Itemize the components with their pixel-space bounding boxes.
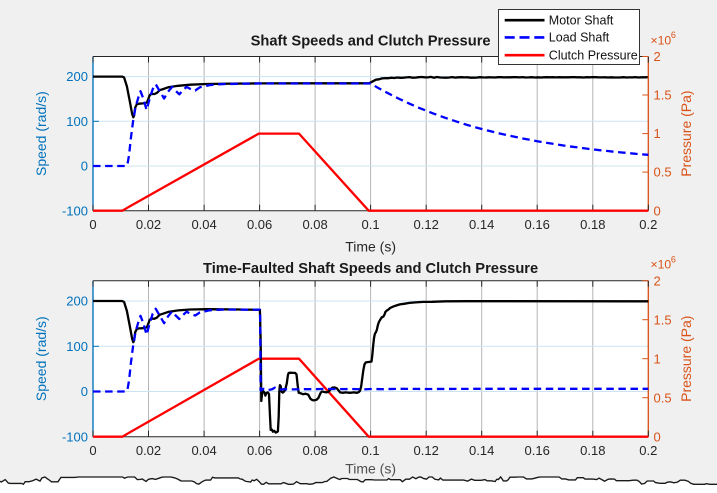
svg-text:×10: ×10 xyxy=(651,33,672,47)
svg-text:200: 200 xyxy=(66,69,88,84)
svg-text:0.08: 0.08 xyxy=(302,217,327,232)
svg-text:0: 0 xyxy=(654,203,661,218)
svg-text:0.02: 0.02 xyxy=(136,443,161,458)
svg-text:0.2: 0.2 xyxy=(639,217,657,232)
svg-text:0.04: 0.04 xyxy=(191,217,216,232)
svg-text:0: 0 xyxy=(81,384,88,399)
svg-text:0.5: 0.5 xyxy=(654,390,672,405)
svg-text:0: 0 xyxy=(654,429,661,444)
svg-text:0.04: 0.04 xyxy=(191,443,216,458)
svg-text:100: 100 xyxy=(66,114,88,129)
svg-text:0: 0 xyxy=(89,217,96,232)
svg-text:200: 200 xyxy=(66,294,88,309)
svg-text:Speed (rad/s): Speed (rad/s) xyxy=(33,91,49,176)
svg-text:1.5: 1.5 xyxy=(654,88,672,103)
svg-text:0.5: 0.5 xyxy=(654,165,672,180)
svg-text:Time (s): Time (s) xyxy=(345,461,396,477)
svg-text:2: 2 xyxy=(654,49,661,64)
svg-text:0.12: 0.12 xyxy=(414,443,439,458)
svg-text:0.1: 0.1 xyxy=(362,217,380,232)
svg-text:-100: -100 xyxy=(62,429,88,444)
svg-text:Speed (rad/s): Speed (rad/s) xyxy=(33,316,49,401)
svg-text:Time (s): Time (s) xyxy=(345,239,396,255)
svg-text:0.06: 0.06 xyxy=(247,217,272,232)
svg-text:Shaft Speeds and Clutch Pressu: Shaft Speeds and Clutch Pressure xyxy=(251,34,491,50)
svg-text:Clutch Pressure: Clutch Pressure xyxy=(549,49,638,63)
svg-text:0.12: 0.12 xyxy=(414,217,439,232)
svg-text:Pressure (Pa): Pressure (Pa) xyxy=(678,90,694,176)
svg-text:0.02: 0.02 xyxy=(136,217,161,232)
svg-text:0.1: 0.1 xyxy=(362,443,380,458)
svg-text:1.5: 1.5 xyxy=(654,312,672,327)
svg-text:6: 6 xyxy=(671,254,676,264)
svg-text:0.14: 0.14 xyxy=(469,217,494,232)
svg-text:0.16: 0.16 xyxy=(525,217,550,232)
svg-text:0.18: 0.18 xyxy=(580,217,605,232)
svg-text:6: 6 xyxy=(671,30,676,40)
svg-text:2: 2 xyxy=(654,273,661,288)
svg-text:1: 1 xyxy=(654,126,661,141)
svg-text:100: 100 xyxy=(66,339,88,354)
svg-text:0: 0 xyxy=(81,159,88,174)
svg-text:×10: ×10 xyxy=(651,258,672,272)
svg-text:-100: -100 xyxy=(62,203,88,218)
svg-text:0.08: 0.08 xyxy=(302,443,327,458)
svg-text:0.18: 0.18 xyxy=(580,443,605,458)
svg-text:Pressure (Pa): Pressure (Pa) xyxy=(678,316,694,402)
svg-text:0.16: 0.16 xyxy=(525,443,550,458)
svg-text:0.06: 0.06 xyxy=(247,443,272,458)
svg-text:0: 0 xyxy=(89,443,96,458)
svg-text:Motor Shaft: Motor Shaft xyxy=(549,14,614,28)
svg-text:0.14: 0.14 xyxy=(469,443,494,458)
svg-text:0.2: 0.2 xyxy=(639,443,657,458)
svg-text:1: 1 xyxy=(654,351,661,366)
svg-text:Time-Faulted Shaft Speeds and: Time-Faulted Shaft Speeds and Clutch Pre… xyxy=(203,261,538,277)
svg-text:Load Shaft: Load Shaft xyxy=(549,31,610,45)
